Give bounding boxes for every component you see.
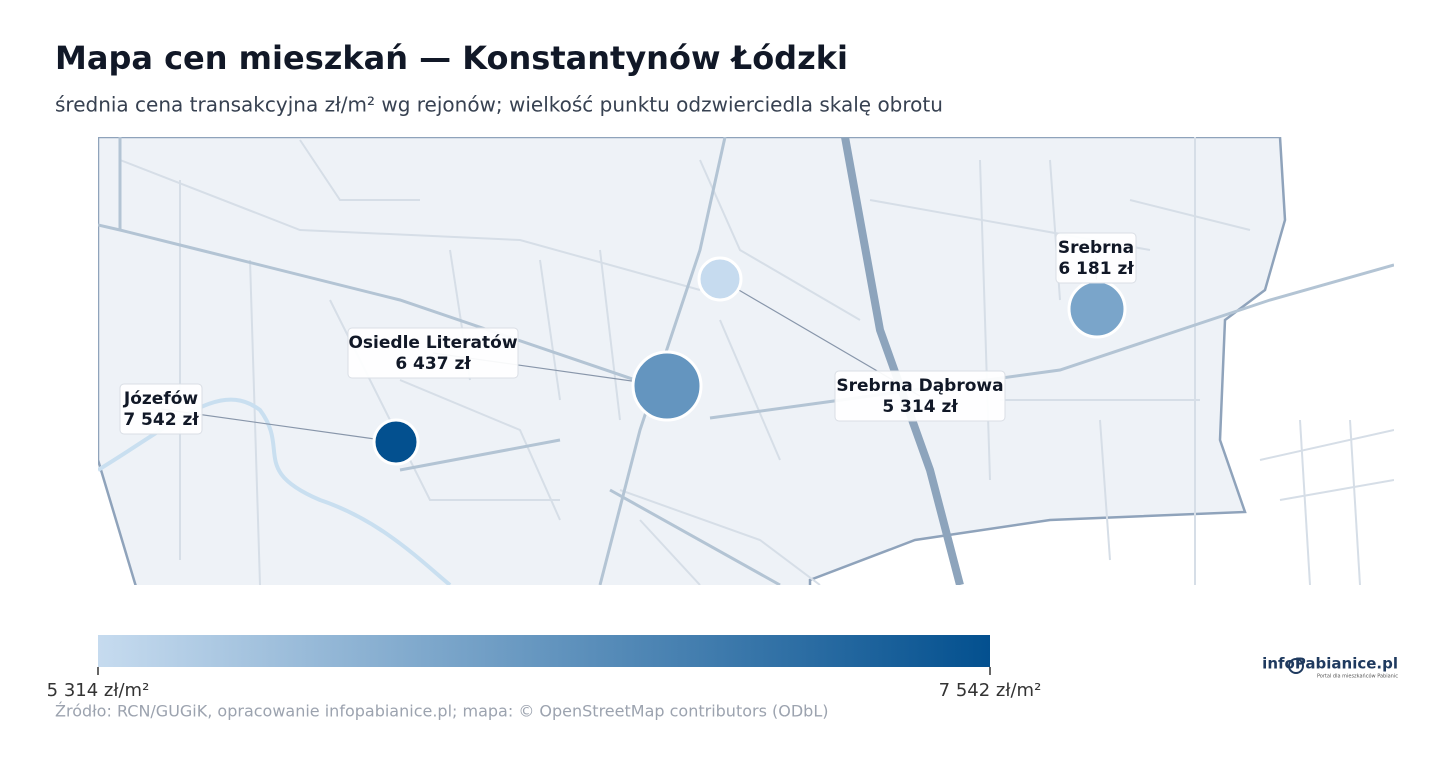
colorbar xyxy=(98,635,990,667)
colorbar-ticks: 5 314 zł/m² 7 542 zł/m² xyxy=(47,667,1042,701)
label-box xyxy=(119,383,203,435)
subtitle: średnia cena transakcyjna zł/m² wg rejon… xyxy=(55,93,943,117)
point-value: 6 437 zł xyxy=(395,354,471,374)
logo-tagline: Portal dla mieszkańców Pabianic xyxy=(1317,673,1398,680)
title: Mapa cen mieszkań — Konstantynów Łódzki xyxy=(55,39,848,77)
point-name: Józefów xyxy=(123,389,199,409)
point-value: 7 542 zł xyxy=(123,410,199,430)
point-name: Srebrna Dąbrowa xyxy=(836,376,1003,396)
logo-name: infoPabianice.pl xyxy=(1262,655,1398,673)
label-box xyxy=(1055,232,1137,284)
label-box xyxy=(347,327,519,379)
logo: infoPabianice.pl Portal dla mieszkańców … xyxy=(1262,655,1398,680)
point-value: 6 181 zł xyxy=(1058,259,1134,279)
point-name: Osiedle Literatów xyxy=(348,333,517,353)
map xyxy=(98,137,1394,585)
source: Źródło: RCN/GUGiK, opracowanie infopabia… xyxy=(55,702,828,721)
point-name: Srebrna xyxy=(1058,238,1134,258)
label-box xyxy=(834,370,1006,422)
colorbar-tick-label: 5 314 zł/m² xyxy=(47,680,150,701)
price-point xyxy=(372,418,420,466)
price-point xyxy=(697,256,743,302)
price-point xyxy=(1067,279,1127,339)
price-point xyxy=(631,350,703,422)
colorbar-tick-label: 7 542 zł/m² xyxy=(939,680,1042,701)
point-value: 5 314 zł xyxy=(882,397,958,417)
